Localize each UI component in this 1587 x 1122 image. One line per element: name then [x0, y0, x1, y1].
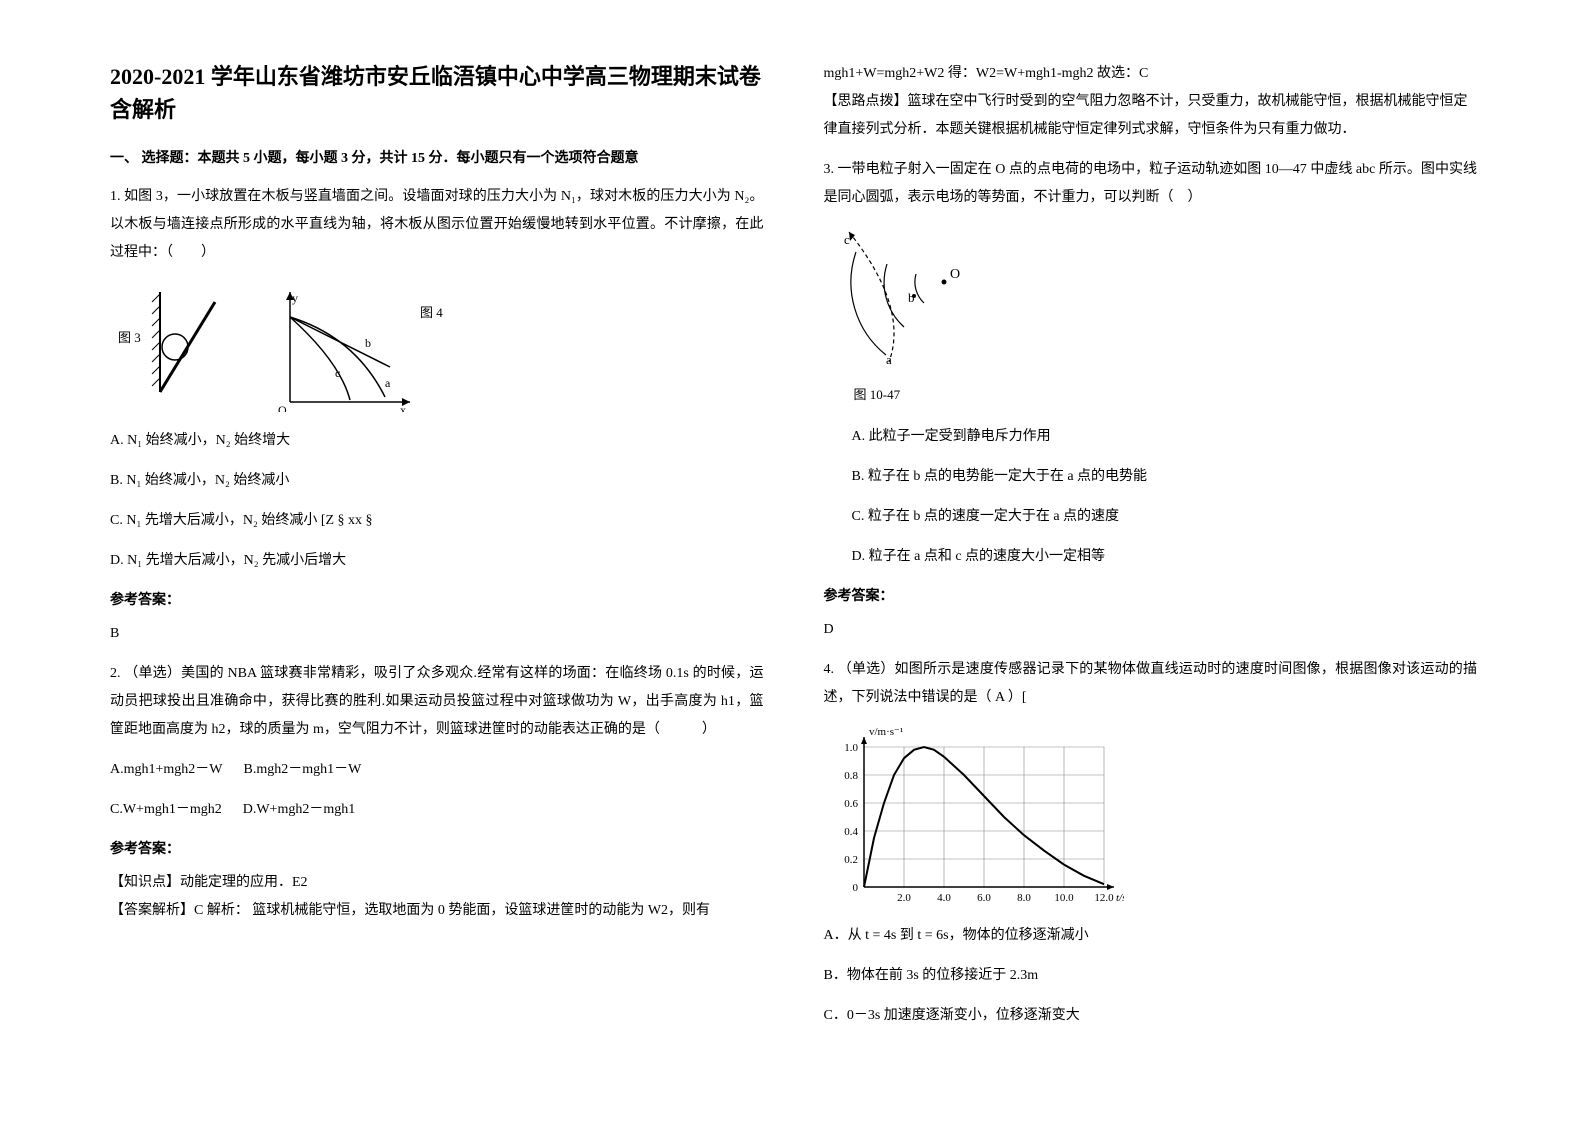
q2-text: 2. （单选）美国的 NBA 篮球赛非常精彩，吸引了众多观众.经常有这样的场面：…: [110, 660, 764, 744]
fig4-label: 图 4: [420, 305, 443, 320]
left-column: 2020-2021 学年山东省潍坊市安丘临浯镇中心中学高三物理期末试卷含解析 一…: [80, 60, 794, 1062]
svg-text:8.0: 8.0: [1017, 892, 1031, 904]
q2-optD: D.W+mgh2－mgh1: [243, 802, 356, 817]
svg-text:b: b: [365, 336, 371, 350]
q2-answer-label: 参考答案：: [110, 836, 764, 864]
q4-optA: A．从 t = 4s 到 t = 6s，物体的位移逐渐减小: [824, 922, 1478, 950]
q2-optC: C.W+mgh1－mgh2: [110, 802, 222, 817]
svg-text:v/m·s⁻¹: v/m·s⁻¹: [869, 727, 903, 738]
svg-text:6.0: 6.0: [977, 892, 991, 904]
q3-optA: A. 此粒子一定受到静电斥力作用: [824, 423, 1478, 451]
section-header: 一、 选择题：本题共 5 小题，每小题 3 分，共计 15 分．每小题只有一个选…: [110, 146, 764, 171]
svg-text:x: x: [400, 403, 406, 412]
q2-optB: B.mgh2－mgh1－W: [244, 762, 362, 777]
q2-options-row2: C.W+mgh1－mgh2 D.W+mgh2－mgh1: [110, 796, 764, 824]
question-1: 1. 如图 3，一小球放置在木板与竖直墙面之间。设墙面对球的压力大小为 N₁，球…: [110, 183, 764, 648]
col2-line1: mgh1+W=mgh2+W2 得：W2=W+mgh1-mgh2 故选：C: [824, 60, 1478, 88]
svg-text:O: O: [278, 403, 287, 412]
fig3-label: 图 3: [118, 330, 141, 345]
q1-optC: C. N₁ 先增大后减小，N₂ 始终减小 [Z § xx §: [110, 507, 764, 535]
q3-optD: D. 粒子在 a 点和 c 点的速度大小一定相等: [824, 543, 1478, 571]
q3-answer: D: [824, 616, 1478, 644]
svg-text:0: 0: [852, 882, 858, 894]
svg-text:t/s: t/s: [1116, 892, 1124, 904]
q2-note1: 【知识点】动能定理的应用．E2: [110, 869, 764, 897]
document-title: 2020-2021 学年山东省潍坊市安丘临浯镇中心中学高三物理期末试卷含解析: [110, 60, 764, 126]
q1-figure: 图 3 y x O c b: [110, 282, 764, 412]
q2-optA: A.mgh1+mgh2－W: [110, 762, 223, 777]
q1-optB: B. N₁ 始终减小，N₂ 始终减小: [110, 467, 764, 495]
q3-optB: B. 粒子在 b 点的电势能一定大于在 a 点的电势能: [824, 463, 1478, 491]
svg-text:0.8: 0.8: [844, 770, 858, 782]
svg-text:2.0: 2.0: [897, 892, 911, 904]
q4-text: 4. （单选）如图所示是速度传感器记录下的某物体做直线运动时的速度时间图像，根据…: [824, 656, 1478, 712]
svg-text:4.0: 4.0: [937, 892, 951, 904]
svg-text:12.0: 12.0: [1094, 892, 1114, 904]
question-4: 4. （单选）如图所示是速度传感器记录下的某物体做直线运动时的速度时间图像，根据…: [824, 656, 1478, 1030]
q2-options-row1: A.mgh1+mgh2－W B.mgh2－mgh1－W: [110, 756, 764, 784]
svg-text:y: y: [292, 291, 298, 305]
q4-optB: B．物体在前 3s 的位移接近于 2.3m: [824, 962, 1478, 990]
svg-text:c: c: [335, 366, 340, 380]
svg-text:0.6: 0.6: [844, 798, 858, 810]
svg-text:a: a: [385, 376, 391, 390]
q3-answer-label: 参考答案：: [824, 583, 1478, 611]
q3-text: 3. 一带电粒子射入一固定在 O 点的点电荷的电场中，粒子运动轨迹如图 10—4…: [824, 156, 1478, 212]
svg-text:10.0: 10.0: [1054, 892, 1074, 904]
svg-text:0.4: 0.4: [844, 826, 858, 838]
svg-text:a: a: [886, 352, 892, 367]
svg-text:O: O: [950, 267, 960, 282]
q1-text: 1. 如图 3，一小球放置在木板与竖直墙面之间。设墙面对球的压力大小为 N₁，球…: [110, 183, 764, 267]
q3-fig-label: 图 10-47: [854, 382, 1478, 408]
q4-optC: C．0－3s 加速度逐渐变小，位移逐渐变大: [824, 1002, 1478, 1030]
q1-answer-label: 参考答案：: [110, 587, 764, 615]
q4-chart: 0 0.2 0.4 0.6 0.8 1.0 2.0 4.0 6.0 8.0 10.0 12.0 v/m·…: [824, 727, 1478, 907]
question-3: 3. 一带电粒子射入一固定在 O 点的点电荷的电场中，粒子运动轨迹如图 10—4…: [824, 156, 1478, 644]
svg-text:c: c: [844, 232, 850, 247]
q3-figure: O c b a 图 10-47: [824, 227, 1478, 408]
svg-text:0.2: 0.2: [844, 854, 858, 866]
q1-answer: B: [110, 620, 764, 648]
svg-text:1.0: 1.0: [844, 742, 858, 754]
q3-optC: C. 粒子在 b 点的速度一定大于在 a 点的速度: [824, 503, 1478, 531]
q2-note2: 【答案解析】C 解析： 篮球机械能守恒，选取地面为 0 势能面，设篮球进筐时的动…: [110, 897, 764, 925]
question-2: 2. （单选）美国的 NBA 篮球赛非常精彩，吸引了众多观众.经常有这样的场面：…: [110, 660, 764, 925]
col2-line2: 【思路点拨】篮球在空中飞行时受到的空气阻力忽略不计，只受重力，故机械能守恒，根据…: [824, 88, 1478, 144]
right-column: mgh1+W=mgh2+W2 得：W2=W+mgh1-mgh2 故选：C 【思路…: [794, 60, 1508, 1062]
q1-optA: A. N₁ 始终减小，N₂ 始终增大: [110, 427, 764, 455]
q1-optD: D. N₁ 先增大后减小，N₂ 先减小后增大: [110, 547, 764, 575]
